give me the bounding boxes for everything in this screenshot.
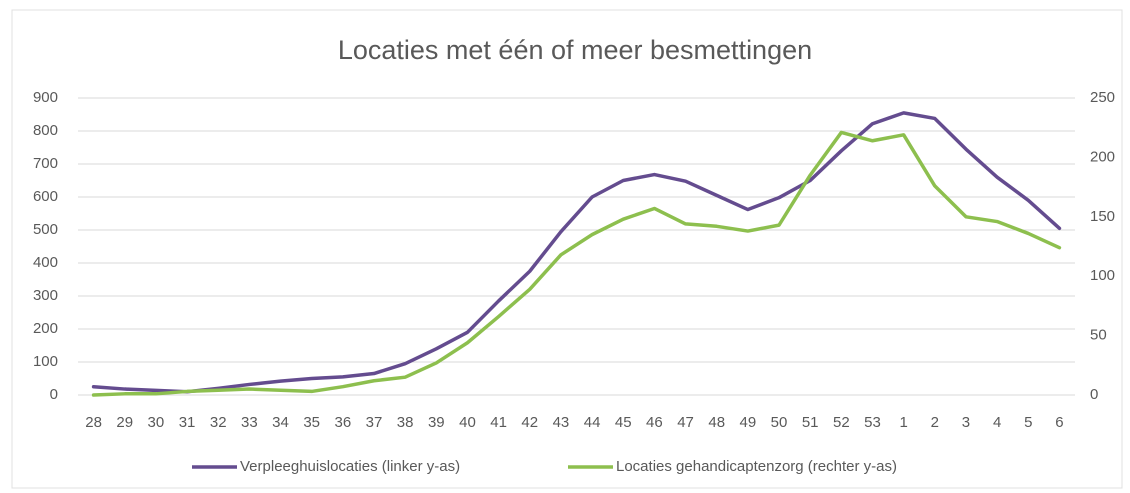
legend-label: Locaties gehandicaptenzorg (rechter y-as… (616, 458, 897, 475)
x-tick-label: 40 (459, 414, 476, 431)
x-tick-label: 44 (584, 414, 601, 431)
x-tick-label: 30 (148, 414, 165, 431)
x-tick-label: 51 (802, 414, 819, 431)
y2-tick-label: 100 (1090, 267, 1115, 284)
x-tick-label: 53 (864, 414, 881, 431)
y-tick-label: 100 (33, 353, 58, 370)
y-tick-label: 200 (33, 320, 58, 337)
x-tick-label: 52 (833, 414, 850, 431)
x-tick-label: 35 (303, 414, 320, 431)
y2-tick-label: 150 (1090, 208, 1115, 225)
chart-title: Locaties met één of meer besmettingen (338, 35, 812, 65)
x-tick-label: 4 (993, 414, 1001, 431)
y-tick-label: 700 (33, 155, 58, 172)
x-tick-label: 47 (677, 414, 694, 431)
legend-label: Verpleeghuislocaties (linker y-as) (240, 458, 460, 475)
x-tick-label: 31 (179, 414, 196, 431)
x-tick-label: 33 (241, 414, 258, 431)
x-tick-label: 28 (85, 414, 102, 431)
x-tick-label: 46 (646, 414, 663, 431)
x-tick-label: 34 (272, 414, 289, 431)
y2-tick-label: 50 (1090, 327, 1107, 344)
x-tick-label: 42 (521, 414, 538, 431)
x-tick-label: 50 (771, 414, 788, 431)
y-tick-label: 800 (33, 122, 58, 139)
x-tick-label: 43 (553, 414, 570, 431)
y-tick-label: 900 (33, 89, 58, 106)
y2-tick-label: 200 (1090, 148, 1115, 165)
series-line (91, 111, 1062, 394)
x-tick-label: 37 (366, 414, 383, 431)
y-tick-label: 300 (33, 287, 58, 304)
y-tick-label: 400 (33, 254, 58, 271)
y-tick-label: 0 (50, 386, 58, 403)
x-tick-label: 5 (1024, 414, 1032, 431)
x-tick-label: 6 (1055, 414, 1063, 431)
x-tick-label: 39 (428, 414, 445, 431)
x-tick-label: 45 (615, 414, 632, 431)
x-tick-label: 41 (490, 414, 507, 431)
series-line (91, 130, 1062, 397)
x-tick-label: 32 (210, 414, 227, 431)
y-tick-label: 500 (33, 221, 58, 238)
x-tick-label: 38 (397, 414, 414, 431)
x-tick-label: 29 (116, 414, 133, 431)
x-tick-label: 36 (334, 414, 351, 431)
x-tick-label: 1 (899, 414, 907, 431)
y-tick-label: 600 (33, 188, 58, 205)
x-tick-label: 2 (931, 414, 939, 431)
x-tick-label: 49 (740, 414, 757, 431)
y2-tick-label: 0 (1090, 386, 1098, 403)
x-tick-label: 48 (708, 414, 725, 431)
x-tick-label: 3 (962, 414, 970, 431)
y2-tick-label: 250 (1090, 89, 1115, 106)
